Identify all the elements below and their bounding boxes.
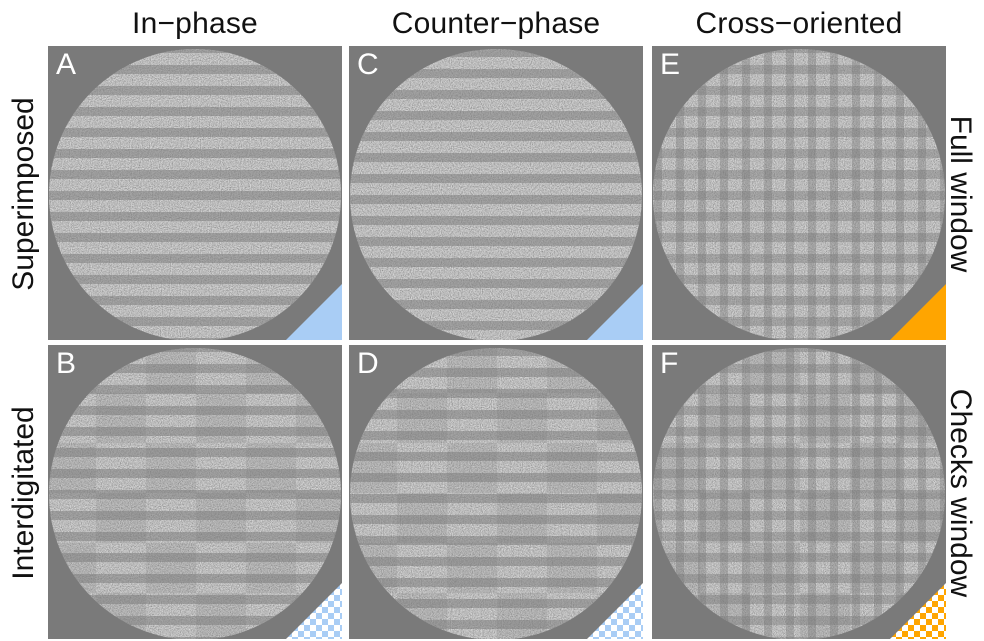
panel-c: C (347, 44, 645, 342)
panel-letter: D (357, 347, 379, 380)
stimulus-disc (350, 49, 642, 341)
panel-frame (650, 343, 948, 641)
row-title-superimposed: Superimposed (7, 97, 40, 291)
panel-graphic (46, 343, 344, 641)
panel-letter: E (660, 48, 681, 81)
panel-a: A (46, 44, 344, 342)
panel-letter: C (357, 48, 379, 81)
full-corner-marker (286, 284, 342, 340)
panel-frame (347, 44, 645, 342)
panel-frame (650, 44, 948, 342)
checks-corner-marker (890, 583, 946, 639)
checks-corner-marker (587, 583, 643, 639)
panel-frame (46, 44, 344, 342)
stimulus-disc (350, 348, 642, 640)
full-corner-marker (890, 284, 946, 340)
panel-e: E (650, 44, 948, 342)
stimulus-disc (49, 348, 341, 640)
panel-letter: B (56, 347, 77, 380)
stimulus-disc (49, 49, 341, 341)
panel-graphic (347, 343, 645, 641)
panel-frame (46, 343, 344, 641)
panel-graphic (46, 44, 344, 342)
panel-d: D (347, 343, 645, 641)
full-corner-marker (587, 284, 643, 340)
panel-graphic (650, 343, 948, 641)
panel-graphic (650, 44, 948, 342)
panel-b: B (46, 343, 344, 641)
column-title-cross-oriented: Cross−oriented (695, 7, 903, 40)
panel-letter: F (660, 347, 679, 380)
panel-frame (347, 343, 645, 641)
panel-letter: A (56, 48, 77, 81)
column-title-in-phase: In−phase (132, 7, 258, 40)
row-title-interdigitated: Interdigitated (7, 406, 40, 580)
panel-f: F (650, 343, 948, 641)
checks-corner-marker (286, 583, 342, 639)
stimulus-disc (653, 49, 945, 341)
panel-graphic (347, 44, 645, 342)
column-title-counter-phase: Counter−phase (391, 7, 601, 40)
